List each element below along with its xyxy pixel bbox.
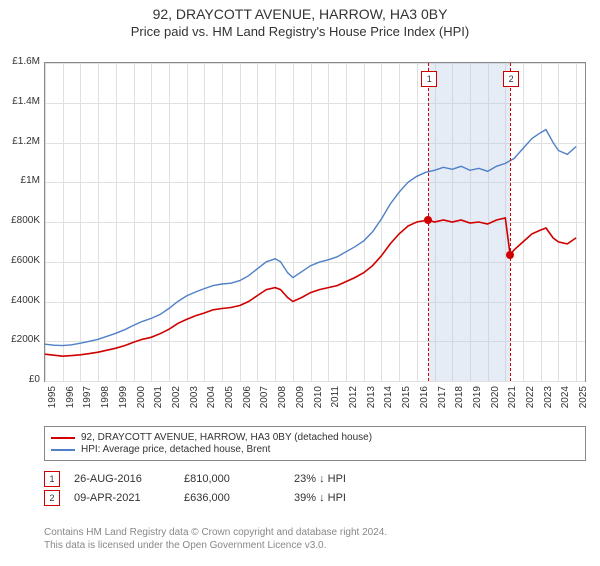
chart-title: 92, DRAYCOTT AVENUE, HARROW, HA3 0BY xyxy=(0,6,600,22)
x-tick-label: 1998 xyxy=(100,386,111,426)
event-date: 09-APR-2021 xyxy=(74,492,184,504)
event-number-box: 2 xyxy=(44,490,60,506)
footnote: Contains HM Land Registry data © Crown c… xyxy=(44,526,586,552)
x-tick-label: 2016 xyxy=(419,386,430,426)
legend-box: 92, DRAYCOTT AVENUE, HARROW, HA3 0BY (de… xyxy=(44,426,586,461)
x-tick-label: 2004 xyxy=(206,386,217,426)
x-tick-label: 1996 xyxy=(65,386,76,426)
event-price: £636,000 xyxy=(184,492,294,504)
x-tick-label: 2015 xyxy=(401,386,412,426)
x-tick-label: 2017 xyxy=(437,386,448,426)
y-tick-label: £1.2M xyxy=(4,136,40,147)
y-tick-label: £400K xyxy=(4,295,40,306)
gridline-h xyxy=(45,381,585,382)
x-tick-label: 2006 xyxy=(242,386,253,426)
y-tick-label: £0 xyxy=(4,374,40,385)
y-tick-label: £200K xyxy=(4,334,40,345)
x-tick-label: 2014 xyxy=(383,386,394,426)
event-marker-box: 2 xyxy=(503,71,519,87)
x-tick-label: 2008 xyxy=(277,386,288,426)
event-vline xyxy=(510,63,511,381)
event-dot xyxy=(506,251,514,259)
footnote-line1: Contains HM Land Registry data © Crown c… xyxy=(44,526,586,539)
x-tick-label: 2001 xyxy=(153,386,164,426)
event-row: 2 09-APR-2021£636,00039% ↓ HPI xyxy=(44,490,586,506)
x-tick-label: 2002 xyxy=(171,386,182,426)
x-tick-label: 2023 xyxy=(543,386,554,426)
series-property xyxy=(45,218,576,356)
event-price: £810,000 xyxy=(184,473,294,485)
y-tick-label: £1.4M xyxy=(4,96,40,107)
legend-label: HPI: Average price, detached house, Bren… xyxy=(81,444,270,455)
x-tick-label: 1999 xyxy=(118,386,129,426)
x-tick-label: 2005 xyxy=(224,386,235,426)
y-tick-label: £600K xyxy=(4,255,40,266)
legend-swatch xyxy=(51,449,75,451)
event-delta: 23% ↓ HPI xyxy=(294,473,404,485)
event-delta: 39% ↓ HPI xyxy=(294,492,404,504)
x-tick-label: 2009 xyxy=(295,386,306,426)
footnote-line2: This data is licensed under the Open Gov… xyxy=(44,539,586,552)
x-tick-label: 2010 xyxy=(313,386,324,426)
x-tick-label: 2018 xyxy=(454,386,465,426)
y-tick-label: £1M xyxy=(4,175,40,186)
x-tick-label: 2022 xyxy=(525,386,536,426)
x-tick-label: 2007 xyxy=(259,386,270,426)
series-svg xyxy=(45,63,585,381)
y-tick-label: £1.6M xyxy=(4,56,40,67)
x-tick-label: 2020 xyxy=(490,386,501,426)
x-tick-label: 1995 xyxy=(47,386,58,426)
event-date: 26-AUG-2016 xyxy=(74,473,184,485)
event-row: 1 26-AUG-2016£810,00023% ↓ HPI xyxy=(44,471,586,487)
series-hpi xyxy=(45,130,576,346)
x-tick-label: 2021 xyxy=(507,386,518,426)
x-tick-label: 1997 xyxy=(82,386,93,426)
legend-label: 92, DRAYCOTT AVENUE, HARROW, HA3 0BY (de… xyxy=(81,432,372,443)
x-tick-label: 2013 xyxy=(366,386,377,426)
chart-subtitle: Price paid vs. HM Land Registry's House … xyxy=(0,24,600,39)
x-tick-label: 2024 xyxy=(560,386,571,426)
event-number-box: 1 xyxy=(44,471,60,487)
x-tick-label: 2019 xyxy=(472,386,483,426)
x-tick-label: 2012 xyxy=(348,386,359,426)
legend-swatch xyxy=(51,437,75,439)
legend-row: 92, DRAYCOTT AVENUE, HARROW, HA3 0BY (de… xyxy=(51,432,579,443)
legend-row: HPI: Average price, detached house, Bren… xyxy=(51,444,579,455)
x-tick-label: 2000 xyxy=(136,386,147,426)
x-tick-label: 2011 xyxy=(330,386,341,426)
event-table: 1 26-AUG-2016£810,00023% ↓ HPI 2 09-APR-202… xyxy=(44,468,586,509)
x-tick-label: 2003 xyxy=(189,386,200,426)
plot-area: 12 xyxy=(44,62,586,382)
x-tick-label: 2025 xyxy=(578,386,589,426)
event-marker-box: 1 xyxy=(421,71,437,87)
event-dot xyxy=(424,216,432,224)
y-tick-label: £800K xyxy=(4,215,40,226)
